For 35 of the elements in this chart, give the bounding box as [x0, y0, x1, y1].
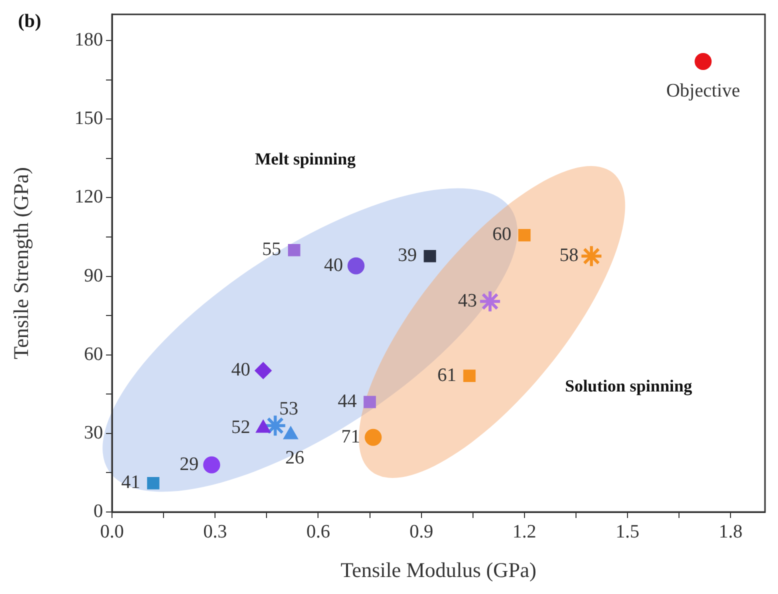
y-tick-label: 150 — [74, 108, 103, 130]
annotation: 43 — [458, 290, 478, 312]
x-axis-title: Tensile Modulus (GPa) — [340, 558, 536, 582]
y-tick-label: 120 — [74, 186, 103, 208]
y-tick-label: 60 — [84, 344, 103, 365]
x-tick-label: 0.0 — [100, 521, 124, 542]
annotation: 53 — [279, 398, 298, 420]
annotation: Objective — [666, 80, 740, 102]
text: (b) — [18, 10, 42, 32]
x-tick-label: 0.3 — [203, 521, 227, 542]
annotation: 40 — [231, 360, 250, 381]
annotation: 40 — [324, 254, 344, 276]
annotation: 52 — [231, 417, 250, 438]
x-tick-label: 1.5 — [616, 521, 640, 542]
annotation: 29 — [180, 454, 199, 475]
annotation: Melt spinning — [255, 149, 356, 168]
annotation: 44 — [338, 390, 358, 412]
annotation: 71 — [341, 426, 360, 448]
x-tick-label: 1.2 — [512, 521, 536, 542]
annotation: Solution spinning — [565, 376, 693, 396]
annotation: 58 — [559, 245, 578, 266]
annotation: 41 — [121, 472, 140, 494]
y-tick-label: 0 — [94, 500, 103, 522]
x-tick-label: 0.6 — [306, 521, 330, 542]
x-tick-label: 0.9 — [409, 521, 434, 542]
y-tick-label: 30 — [84, 422, 103, 444]
annotation: 39 — [398, 245, 417, 266]
y-tick-label: 180 — [74, 30, 103, 51]
annotation: 61 — [437, 364, 456, 386]
y-axis-title: Tensile Strength (GPa) — [9, 167, 34, 360]
x-tick-label: 1.8 — [718, 521, 743, 542]
annotation: 55 — [262, 239, 282, 260]
annotation: 26 — [285, 448, 304, 469]
annotation: 60 — [492, 224, 512, 246]
y-tick-label: 90 — [84, 265, 103, 286]
